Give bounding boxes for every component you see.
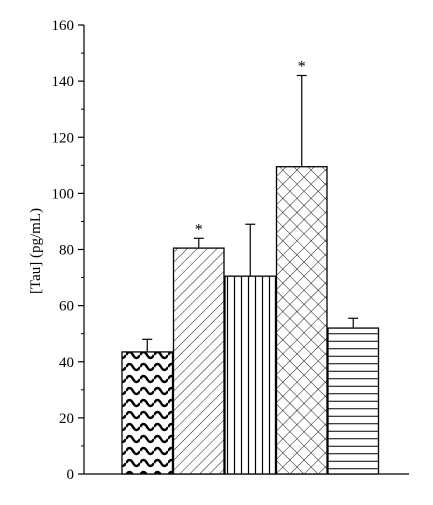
y-tick-label: 0 — [67, 467, 75, 483]
bar — [172, 247, 225, 475]
significance-marker: * — [298, 59, 306, 76]
bar — [121, 351, 174, 475]
y-tick-label: 120 — [52, 130, 75, 146]
y-tick-label: 40 — [59, 355, 74, 371]
y-axis-title: [Tau] (pg/mL) — [28, 208, 44, 294]
y-tick-label: 140 — [52, 74, 75, 90]
bar — [275, 166, 328, 475]
bars: ** — [121, 59, 380, 475]
y-axis: 0 20 40 60 80 100 120 140 160 — [52, 18, 85, 483]
y-tick-label: 80 — [59, 243, 74, 259]
y-tick-label: 60 — [59, 299, 74, 315]
y-tick-label: 20 — [59, 411, 74, 427]
bar — [224, 275, 277, 475]
y-tick-label: 100 — [52, 186, 75, 202]
bar — [327, 327, 380, 475]
y-tick-label: 160 — [52, 18, 75, 34]
significance-marker: * — [195, 221, 203, 238]
